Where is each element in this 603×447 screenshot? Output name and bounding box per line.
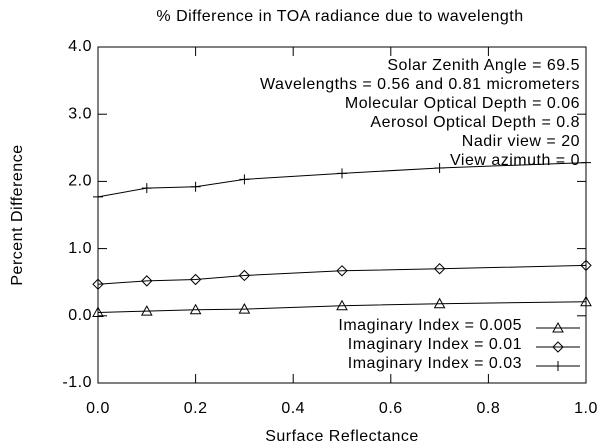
chart-title: % Difference in TOA radiance due to wave… (156, 8, 523, 25)
y-tick-label: 0.0 (68, 307, 92, 324)
marker (92, 306, 104, 317)
marker (141, 275, 153, 287)
marker (141, 183, 152, 194)
x-tick-label: 0.6 (379, 400, 403, 417)
legend-marker (552, 341, 564, 353)
annotation: Aerosol Optical Depth = 0.8 (370, 114, 580, 131)
marker (580, 259, 592, 272)
marker (434, 162, 445, 173)
marker (93, 191, 103, 202)
x-tick-label: 1.0 (574, 400, 598, 417)
marker (337, 168, 347, 179)
marker (140, 305, 153, 316)
y-tick-label: 1.0 (68, 240, 92, 257)
series-line (97, 264, 587, 285)
marker (189, 303, 202, 315)
legend-marker (552, 321, 564, 333)
y-tick-label: -1.0 (62, 374, 92, 391)
annotation: View azimuth = 0 (450, 152, 580, 169)
marker (336, 299, 348, 311)
plot-frame (97, 46, 587, 384)
annotation: Wavelengths = 0.56 and 0.81 micrometers (260, 76, 580, 93)
marker (189, 273, 202, 286)
y-tick-label: 3.0 (68, 105, 92, 122)
x-tick-label: 0.2 (184, 400, 208, 417)
marker (433, 297, 446, 309)
y-axis-label: Percent Difference (9, 144, 26, 285)
legend-label: Imaginary Index = 0.03 (348, 355, 522, 372)
series-line (97, 301, 587, 313)
marker (336, 265, 348, 277)
annotation: Nadir view = 20 (462, 133, 580, 150)
x-tick-label: 0.4 (281, 400, 305, 417)
annotation: Molecular Optical Depth = 0.06 (345, 95, 580, 112)
annotation: Solar Zenith Angle = 69.5 (387, 57, 580, 74)
x-tick-label: 0.8 (477, 400, 501, 417)
legend-marker (553, 361, 563, 371)
marker (239, 174, 250, 185)
x-tick-label: 0.0 (86, 400, 110, 417)
y-tick-label: 4.0 (68, 38, 92, 55)
marker (580, 295, 592, 307)
y-tick-label: 2.0 (68, 173, 92, 190)
x-axis-label: Surface Reflectance (265, 428, 419, 445)
marker (92, 278, 104, 290)
marker (238, 269, 251, 282)
marker (433, 263, 446, 275)
legend-label: Imaginary Index = 0.005 (338, 317, 522, 334)
legend-label: Imaginary Index = 0.01 (348, 336, 522, 353)
marker (190, 181, 201, 192)
marker (581, 157, 591, 168)
marker (238, 303, 251, 314)
